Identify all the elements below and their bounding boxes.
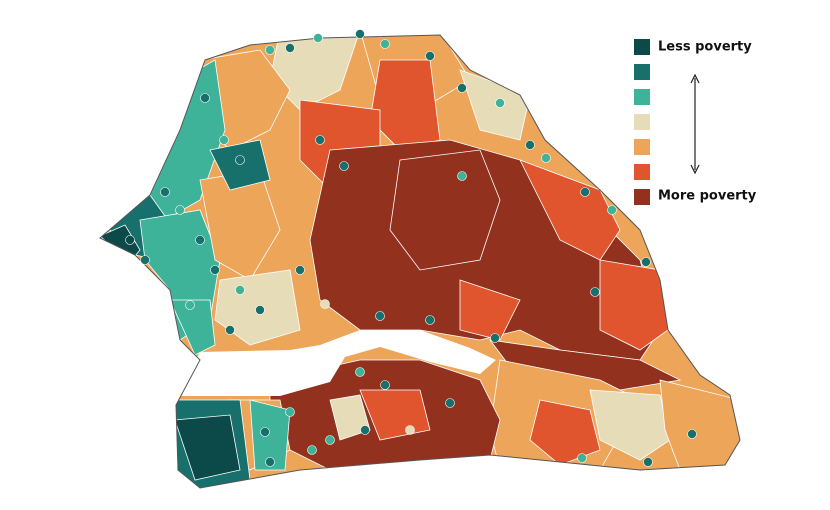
settlement-dot — [490, 333, 500, 343]
settlement-dot — [580, 187, 590, 197]
legend-swatch — [634, 64, 650, 80]
settlement-dot — [185, 300, 195, 310]
legend-arrow-heads — [690, 73, 700, 175]
legend-swatch — [634, 139, 650, 155]
settlement-dot — [255, 305, 265, 315]
region — [599, 259, 669, 351]
settlement-dot — [360, 425, 370, 435]
settlement-dot — [380, 39, 390, 49]
gambia — [176, 330, 496, 396]
settlement-dot — [457, 83, 467, 93]
legend-high-label: More poverty — [658, 189, 757, 204]
settlement-dot — [295, 265, 305, 275]
settlement-dot — [375, 311, 385, 321]
settlement-dot — [160, 187, 170, 197]
settlement-dot — [525, 140, 535, 150]
settlement-dot — [641, 257, 651, 267]
legend-low-label: Less poverty — [658, 40, 752, 55]
settlement-dot — [339, 161, 349, 171]
legend: Less poverty More poverty — [634, 39, 757, 205]
settlement-dot — [355, 29, 365, 39]
settlement-dot — [210, 265, 220, 275]
settlement-dot — [541, 153, 551, 163]
settlement-dot — [643, 457, 653, 467]
region — [209, 139, 271, 191]
settlement-dot — [590, 287, 600, 297]
settlement-dot — [457, 171, 467, 181]
settlement-dot — [425, 315, 435, 325]
settlement-dot — [125, 235, 135, 245]
legend-swatch — [634, 89, 650, 105]
settlement-dot — [425, 51, 435, 61]
settlement-dot — [687, 429, 697, 439]
region — [329, 394, 371, 441]
settlement-dot — [405, 425, 415, 435]
settlement-dot — [315, 135, 325, 145]
settlement-dot — [313, 33, 323, 43]
region — [389, 149, 501, 271]
settlement-dot — [577, 453, 587, 463]
region — [459, 279, 521, 341]
settlement-dot — [285, 43, 295, 53]
settlement-dot — [260, 427, 270, 437]
settlement-dot — [235, 155, 245, 165]
settlement-dot — [285, 407, 295, 417]
border — [99, 34, 741, 489]
settlement-dot — [355, 367, 365, 377]
settlement-dot — [225, 325, 235, 335]
settlement-dot — [175, 205, 185, 215]
settlement-dot — [265, 457, 275, 467]
legend-swatch — [634, 114, 650, 130]
region — [169, 299, 216, 356]
settlement-dot — [200, 93, 210, 103]
legend-swatch — [634, 189, 650, 205]
settlement-dot — [445, 398, 455, 408]
settlement-dot — [140, 255, 150, 265]
settlement-dot — [265, 45, 275, 55]
settlement-dot — [495, 98, 505, 108]
region — [249, 399, 291, 471]
settlement-dot — [320, 299, 330, 309]
region — [589, 389, 671, 461]
region — [174, 414, 241, 481]
settlement-dot — [325, 435, 335, 445]
settlement-dot — [607, 205, 617, 215]
settlement-dot — [195, 235, 205, 245]
settlement-dot — [307, 445, 317, 455]
legend-swatch — [634, 164, 650, 180]
legend-swatch — [634, 39, 650, 55]
settlement-dot — [219, 135, 229, 145]
settlements — [125, 29, 697, 467]
settlement-dot — [235, 285, 245, 295]
settlement-dot — [380, 380, 390, 390]
